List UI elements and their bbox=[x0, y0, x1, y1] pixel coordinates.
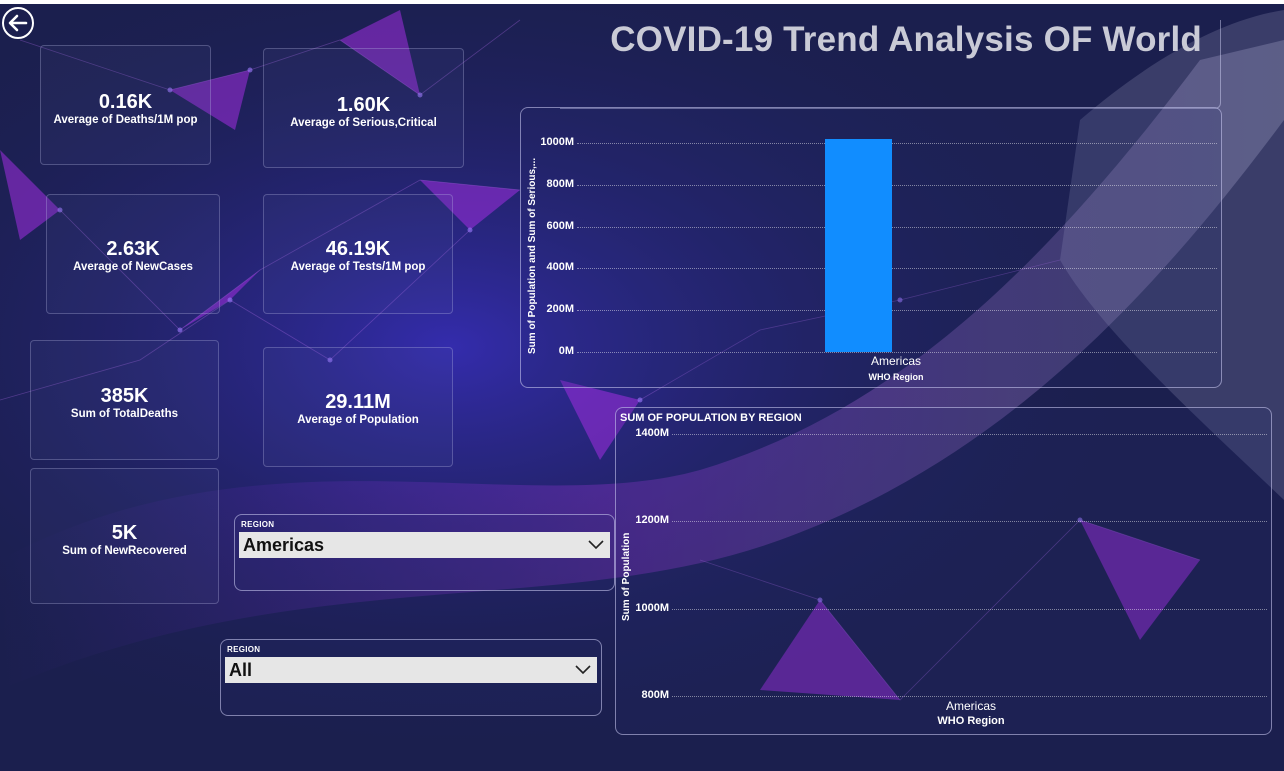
x-tick-label: Americas bbox=[870, 354, 921, 368]
gridline bbox=[672, 608, 1267, 610]
kpi-label: Sum of NewRecovered bbox=[62, 545, 187, 557]
y-tick-label: 800M bbox=[546, 177, 574, 190]
chevron-down-icon bbox=[575, 665, 591, 675]
bar-americas[interactable] bbox=[825, 138, 892, 352]
population-by-region-chart[interactable]: SUM OF POPULATION BY REGION Sum of Popul… bbox=[615, 407, 1272, 735]
y-tick-label: 1000M bbox=[635, 601, 669, 614]
kpi-value: 29.11M bbox=[325, 391, 391, 413]
x-axis-label: WHO Region bbox=[868, 372, 924, 382]
kpi-value: 385K bbox=[100, 385, 149, 407]
y-tick-label: 1400M bbox=[635, 427, 669, 439]
y-tick-label: 800M bbox=[641, 689, 669, 701]
region-dropdown-1[interactable]: Americas bbox=[239, 532, 610, 558]
kpi-value: 0.16K bbox=[98, 91, 153, 113]
kpi-label: Sum of TotalDeaths bbox=[70, 408, 179, 420]
kpi-label: Average of NewCases bbox=[73, 261, 193, 273]
top-frame-line bbox=[0, 0, 1284, 4]
y-axis-label: Sum of Population and Sum of Serious,... bbox=[527, 157, 538, 354]
back-button[interactable] bbox=[2, 7, 34, 39]
gridline bbox=[672, 521, 1267, 523]
kpi-value: 2.63K bbox=[106, 238, 160, 260]
arrow-left-icon bbox=[8, 14, 28, 32]
kpi-card-tests-per-1m: 46.19K Average of Tests/1M pop bbox=[263, 194, 453, 314]
slicer-title: REGION bbox=[227, 645, 261, 654]
page-title-panel: COVID-19 Trend Analysis OF World bbox=[560, 20, 1221, 109]
kpi-card-new-recovered: 5K Sum of NewRecovered bbox=[30, 468, 219, 604]
y-tick-label: 600M bbox=[546, 219, 574, 232]
dropdown-value: All bbox=[229, 660, 253, 680]
gridline bbox=[577, 310, 1217, 312]
region-dropdown-2[interactable]: All bbox=[225, 657, 597, 683]
kpi-card-total-deaths: 385K Sum of TotalDeaths bbox=[30, 340, 219, 460]
y-tick-label: 1000M bbox=[540, 136, 574, 148]
kpi-card-deaths-per-1m: 0.16K Average of Deaths/1M pop bbox=[40, 45, 211, 165]
y-tick-label: 400M bbox=[546, 261, 574, 274]
chart-title: SUM OF POPULATION BY REGION bbox=[620, 412, 802, 424]
region-slicer-2: REGION All bbox=[220, 639, 602, 716]
kpi-card-new-cases: 2.63K Average of NewCases bbox=[46, 194, 220, 314]
y-tick-label: 200M bbox=[546, 303, 574, 316]
kpi-card-serious-critical: 1.60K Average of Serious,Critical bbox=[263, 48, 464, 168]
kpi-value: 5K bbox=[111, 522, 138, 544]
population-serious-bar-chart[interactable]: Sum of Population and Sum of Serious,...… bbox=[520, 107, 1222, 388]
kpi-label: Average of Tests/1M pop bbox=[290, 261, 426, 273]
gridline bbox=[672, 696, 1267, 697]
page-title: COVID-19 Trend Analysis OF World bbox=[610, 20, 1202, 59]
y-tick-label: 1200M bbox=[635, 514, 669, 527]
gridline bbox=[577, 143, 1217, 144]
dropdown-value: Americas bbox=[243, 535, 325, 555]
kpi-value: 46.19K bbox=[325, 238, 391, 260]
gridline bbox=[577, 352, 1217, 353]
gridline bbox=[577, 184, 1217, 186]
x-tick-label: Americas bbox=[945, 699, 996, 713]
kpi-value: 1.60K bbox=[336, 94, 391, 116]
x-axis-label: WHO Region bbox=[937, 715, 1005, 727]
slicer-title: REGION bbox=[241, 520, 275, 529]
chevron-down-icon bbox=[588, 540, 604, 550]
gridline bbox=[577, 268, 1217, 270]
region-slicer-1: REGION Americas bbox=[234, 514, 615, 591]
kpi-label: Average of Serious,Critical bbox=[290, 117, 437, 129]
gridline bbox=[672, 434, 1267, 435]
gridline bbox=[577, 226, 1217, 228]
y-tick-label: 0M bbox=[558, 345, 574, 357]
kpi-card-population: 29.11M Average of Population bbox=[263, 347, 453, 467]
kpi-label: Average of Deaths/1M pop bbox=[53, 114, 198, 126]
kpi-label: Average of Population bbox=[297, 414, 419, 426]
